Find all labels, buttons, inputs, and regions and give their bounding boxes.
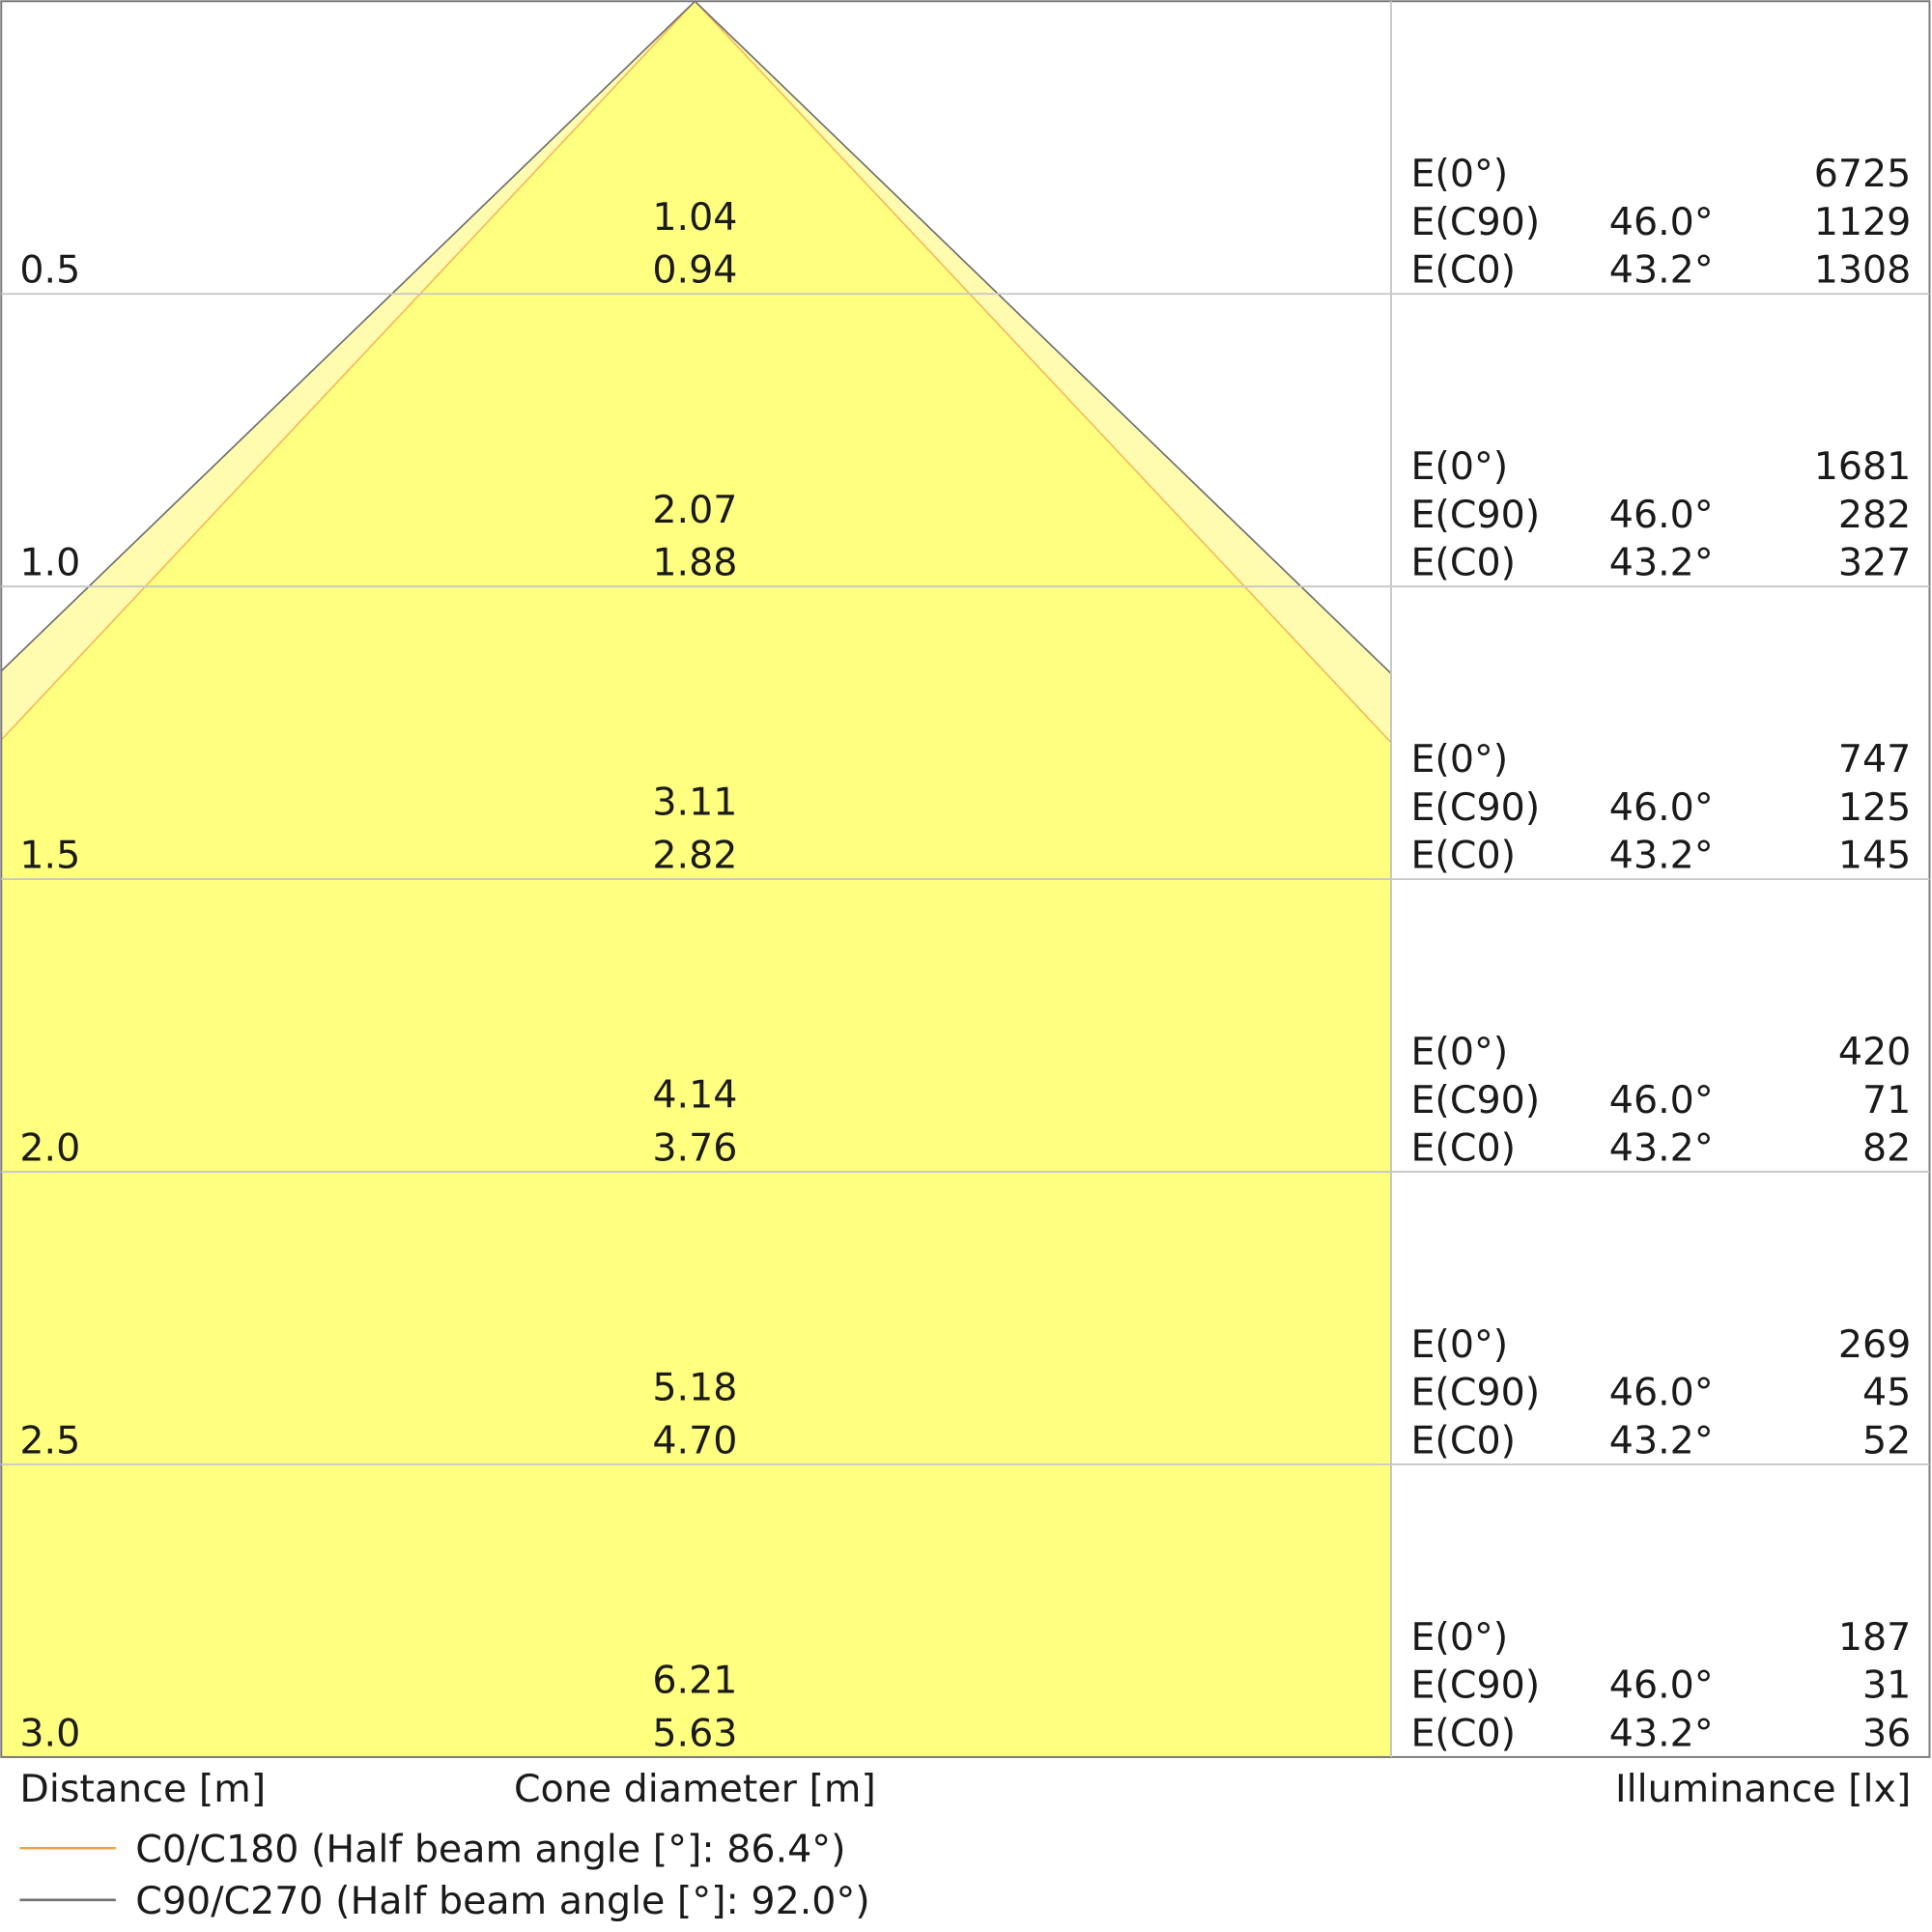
illuminance-row-label: E(C90): [1410, 200, 1540, 244]
illuminance-row-label: E(0°): [1410, 152, 1508, 196]
illuminance-row-label: E(C90): [1410, 1371, 1540, 1415]
illuminance-row-label: E(C0): [1410, 1418, 1516, 1463]
illuminance-row-label: E(C90): [1410, 1078, 1540, 1122]
cone-diameter-c90-label: 5.18: [652, 1366, 737, 1410]
angle-c90: 46.0°: [1609, 1663, 1714, 1708]
legend-entry: C90/C270 (Half beam angle [°]: 92.0°): [135, 1879, 869, 1923]
illuminance-row-label: E(0°): [1410, 1030, 1508, 1074]
angle-c90: 46.0°: [1609, 1078, 1714, 1122]
x-axis-label-cone-diameter: Cone diameter [m]: [514, 1767, 876, 1811]
x-axis-label-distance: Distance [m]: [19, 1767, 266, 1811]
cone-diameter-c0-label: 3.76: [652, 1126, 737, 1171]
cone-diameter-c90-label: 4.14: [652, 1073, 737, 1118]
angle-c0: 43.2°: [1609, 1418, 1714, 1463]
cone-diameter-c90-label: 6.21: [652, 1659, 737, 1703]
illuminance-row-label: E(0°): [1410, 1615, 1508, 1660]
distance-tick-label: 3.0: [19, 1711, 80, 1755]
illuminance-row-label: E(0°): [1410, 1322, 1508, 1367]
angle-c0: 43.2°: [1609, 248, 1714, 293]
angle-c0: 43.2°: [1609, 834, 1714, 878]
illuminance-value: 187: [1838, 1615, 1911, 1660]
illuminance-value: 1681: [1814, 444, 1912, 489]
illuminance-row-label: E(C90): [1410, 785, 1540, 830]
illuminance-row-label: E(0°): [1410, 444, 1508, 489]
illuminance-value: 145: [1838, 834, 1911, 878]
illuminance-value: 6725: [1814, 152, 1912, 196]
angle-c90: 46.0°: [1609, 493, 1714, 537]
illuminance-value: 282: [1838, 493, 1911, 537]
cone-diameter-c0-label: 1.88: [652, 541, 737, 585]
illuminance-value: 327: [1838, 541, 1911, 585]
cone-diameter-c0-label: 5.63: [652, 1711, 737, 1755]
legend: C0/C180 (Half beam angle [°]: 86.4°) C90/…: [19, 1827, 870, 1923]
illuminance-value: 82: [1862, 1126, 1911, 1171]
cone-diameter-c90-label: 3.11: [652, 781, 737, 825]
angle-c90: 46.0°: [1609, 1371, 1714, 1415]
angle-c0: 43.2°: [1609, 1711, 1714, 1755]
grid-lines: [0, 0, 1931, 1758]
distance-tick-label: 1.5: [19, 834, 80, 878]
illuminance-row-label: E(C0): [1410, 834, 1516, 878]
distance-tick-label: 2.0: [19, 1126, 80, 1171]
angle-c0: 43.2°: [1609, 1126, 1714, 1171]
illuminance-value: 45: [1862, 1371, 1911, 1415]
distance-tick-label: 1.0: [19, 541, 80, 585]
illuminance-value: 747: [1838, 737, 1911, 781]
legend-entry: C0/C180 (Half beam angle [°]: 86.4°): [135, 1827, 845, 1871]
illuminance-value: 31: [1862, 1663, 1911, 1708]
x-axis-label-illuminance: Illuminance [lx]: [1615, 1767, 1911, 1811]
angle-c90: 46.0°: [1609, 200, 1714, 244]
illuminance-value: 420: [1838, 1030, 1911, 1074]
illuminance-value: 71: [1862, 1078, 1911, 1122]
illuminance-row-label: E(C0): [1410, 1126, 1516, 1171]
illuminance-row-label: E(C0): [1410, 541, 1516, 585]
illuminance-value: 1129: [1814, 200, 1912, 244]
illuminance-value: 36: [1862, 1711, 1911, 1755]
illuminance-row-label: E(C0): [1410, 248, 1516, 293]
labels: 0.5 1.04 0.94 E(0°) 6725 E(C90) 46.0° 1129 E(C0)…: [19, 152, 1911, 1811]
distance-tick-label: 2.5: [19, 1418, 80, 1463]
angle-c0: 43.2°: [1609, 541, 1714, 585]
illuminance-value: 125: [1838, 785, 1911, 830]
illuminance-row-label: E(C90): [1410, 493, 1540, 537]
cone-diameter-c90-label: 1.04: [652, 195, 737, 240]
illuminance-row-label: E(C0): [1410, 1711, 1516, 1755]
illuminance-row-label: E(0°): [1410, 737, 1508, 781]
angle-c90: 46.0°: [1609, 785, 1714, 830]
illuminance-row-label: E(C90): [1410, 1663, 1540, 1708]
cone-diameter-c0-label: 2.82: [652, 834, 737, 878]
illuminance-value: 1308: [1814, 248, 1912, 293]
illuminance-value: 52: [1862, 1418, 1911, 1463]
cone-diameter-c0-label: 4.70: [652, 1418, 737, 1463]
cone-diameter-c90-label: 2.07: [652, 488, 737, 532]
illuminance-value: 269: [1838, 1322, 1911, 1367]
cone-diameter-c0-label: 0.94: [652, 248, 737, 293]
distance-tick-label: 0.5: [19, 248, 80, 293]
